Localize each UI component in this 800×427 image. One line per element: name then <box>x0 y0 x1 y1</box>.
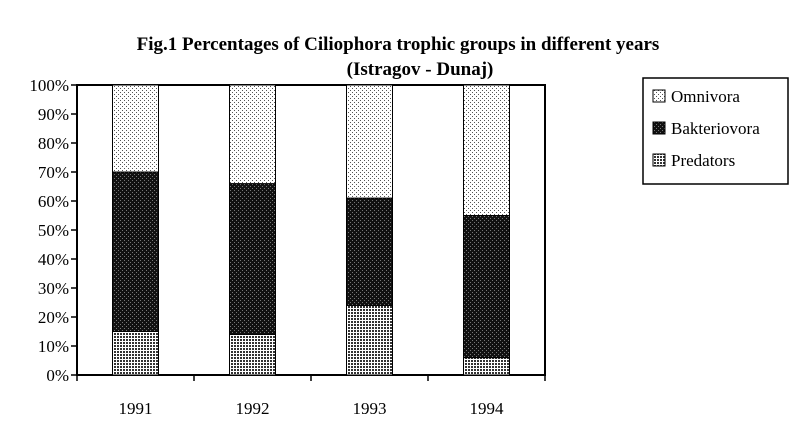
bar-segment-bakteriovora-1994 <box>463 215 510 359</box>
y-tick-label: 50% <box>38 221 69 240</box>
bar-segment-omnivora-1993 <box>346 84 393 199</box>
bar-segment-predators-1992 <box>229 333 276 376</box>
bar-segment-bakteriovora-1991 <box>112 171 159 332</box>
legend-box <box>642 77 789 185</box>
y-tick-label: 100% <box>29 76 69 95</box>
y-tick-label: 0% <box>46 366 69 385</box>
x-tick-label: 1993 <box>353 399 387 418</box>
bar-segment-predators-1991 <box>112 331 159 376</box>
legend-label-omnivora: Omnivora <box>671 87 740 106</box>
legend-swatch-omnivora <box>652 89 666 103</box>
bar-segment-omnivora-1994 <box>463 84 510 216</box>
bar-segment-omnivora-1992 <box>229 84 276 185</box>
plot-area: 0% 10% 20% 30% 40% 50% 60% 70% 80% 90% 100% 1991 199… <box>29 76 546 418</box>
legend: Omnivora Bakteriovora Predators <box>642 77 789 185</box>
chart-title: Fig.1 Percentages of Ciliophora trophic … <box>137 34 660 55</box>
bar-segment-predators-1993 <box>346 304 393 376</box>
bar-segment-bakteriovora-1992 <box>229 183 276 335</box>
y-tick-label: 70% <box>38 163 69 182</box>
y-tick-label: 90% <box>38 105 69 124</box>
x-tick-label: 1992 <box>236 399 270 418</box>
bar-segment-bakteriovora-1993 <box>346 197 393 306</box>
chart-subtitle: (Istragov - Dunaj) <box>347 59 494 80</box>
y-tick-label: 40% <box>38 250 69 269</box>
bar-segment-predators-1994 <box>463 357 510 376</box>
legend-swatch-bakteriovora <box>652 121 666 135</box>
y-tick-label: 30% <box>38 279 69 298</box>
legend-label-bakteriovora: Bakteriovora <box>671 119 760 138</box>
bar-segment-omnivora-1991 <box>112 84 159 173</box>
y-tick-label: 10% <box>38 337 69 356</box>
y-tick-label: 80% <box>38 134 69 153</box>
legend-swatch-predators <box>652 153 666 167</box>
x-tick-label: 1994 <box>470 399 505 418</box>
y-tick-label: 60% <box>38 192 69 211</box>
legend-label-predators: Predators <box>671 151 735 170</box>
y-tick-label: 20% <box>38 308 69 327</box>
x-tick-label: 1991 <box>119 399 153 418</box>
